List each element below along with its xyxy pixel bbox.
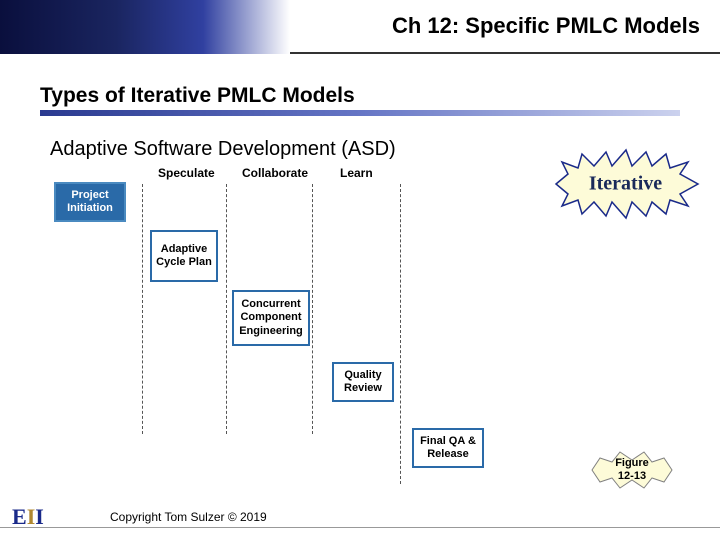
figure-label-line1: Figure	[615, 457, 649, 469]
subtitle-row: Types of Iterative PMLC Models	[0, 84, 720, 120]
phase-divider-2	[312, 184, 313, 434]
subtitle: Types of Iterative PMLC Models	[40, 84, 680, 108]
box-quality-review: Quality Review	[332, 362, 394, 402]
subtitle-underline	[40, 110, 680, 116]
figure-label: Figure 12-13	[590, 450, 674, 490]
phase-label-collaborate: Collaborate	[242, 166, 308, 180]
burst-label: Iterative	[589, 173, 662, 196]
phase-divider-0	[142, 184, 143, 434]
header-bar: Ch 12: Specific PMLC Models	[0, 0, 720, 54]
header-gradient	[0, 0, 290, 54]
copyright-text: Copyright Tom Sulzer © 2019	[110, 510, 267, 524]
figure-label-line2: 12-13	[618, 470, 646, 482]
phase-divider-1	[226, 184, 227, 434]
phase-label-speculate: Speculate	[158, 166, 215, 180]
box-adaptive-cycle-plan: Adaptive Cycle Plan	[150, 230, 218, 282]
page-title: Ch 12: Specific PMLC Models	[392, 13, 700, 39]
asd-diagram: Speculate Collaborate Learn Project Initiat…	[50, 160, 530, 480]
phase-label-learn: Learn	[340, 166, 373, 180]
box-project-initiation: Project Initiation	[54, 182, 126, 222]
figure-label-text: Figure 12-13	[615, 457, 649, 483]
footer: EII Copyright Tom Sulzer © 2019	[0, 527, 720, 532]
phase-divider-3	[400, 184, 401, 484]
logo: EII	[12, 504, 44, 530]
box-concurrent-component-engineering: Concurrent Component Engineering	[232, 290, 310, 346]
box-final-qa-release: Final QA & Release	[412, 428, 484, 468]
iterative-burst: Iterative	[548, 148, 703, 220]
